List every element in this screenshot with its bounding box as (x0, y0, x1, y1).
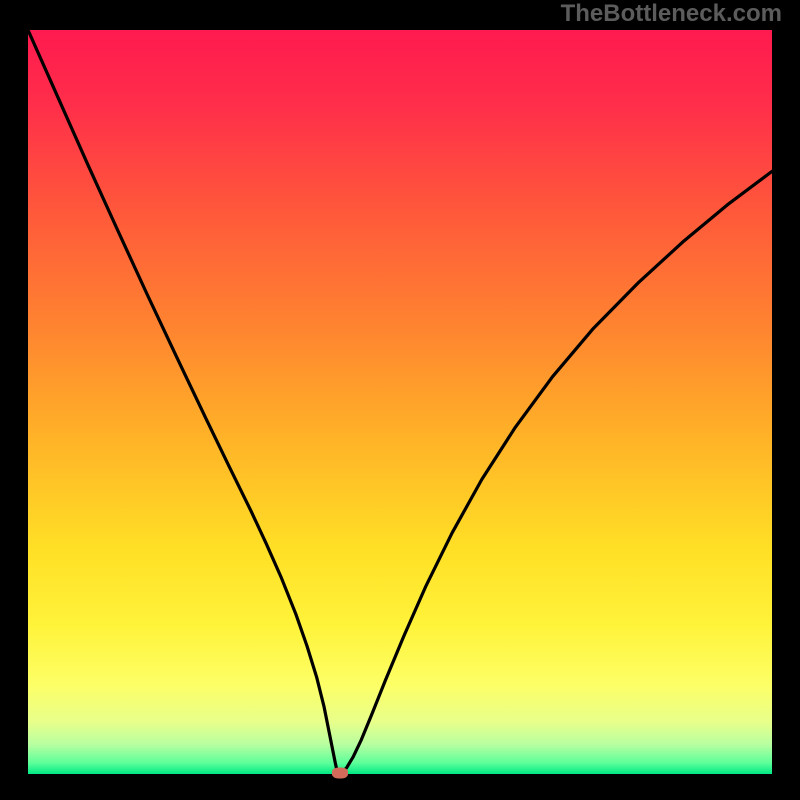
bottleneck-chart: TheBottleneck.com (0, 0, 800, 800)
curve-layer (0, 0, 800, 800)
optimum-marker (332, 767, 348, 778)
bottleneck-curve (28, 30, 772, 773)
